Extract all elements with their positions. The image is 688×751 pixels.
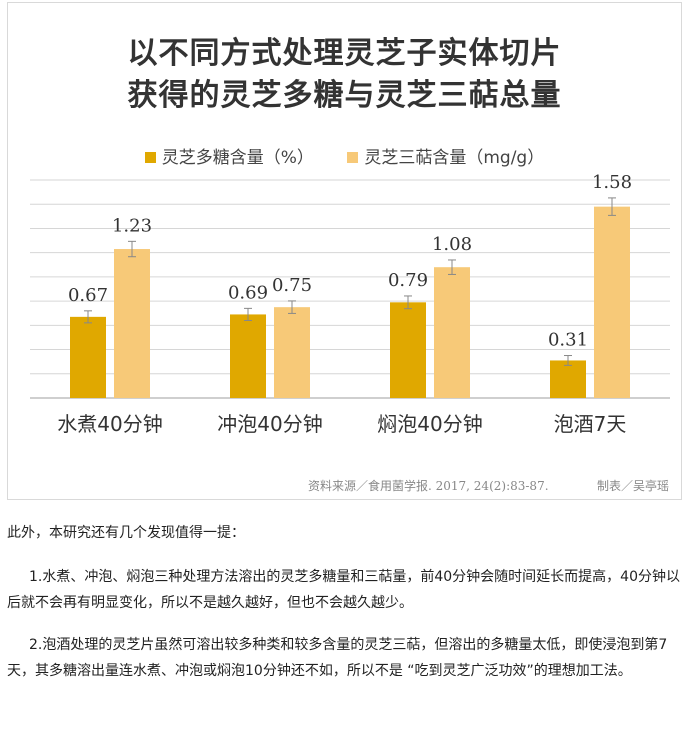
bar-polysaccharide [550,360,586,398]
bar-triterpene [114,249,150,398]
bar-triterpene [594,206,630,398]
chart-title-line-2: 获得的灵芝多糖与灵芝三萜总量 [127,78,562,113]
category-label: 焖泡40分钟 [377,412,482,436]
category-label: 水煮40分钟 [57,412,162,436]
bar-polysaccharide [390,302,426,398]
article-point-1: 1.水煮、冲泡、焖泡三种处理方法溶出的灵芝多糖量和三萜量，前40分钟会随时间延长… [7,569,680,611]
bar-polysaccharide [70,316,106,398]
data-label: 0.79 [388,270,428,291]
legend-item-triterpene: 灵芝三萜含量（mg/g） [347,143,544,168]
data-label: 1.23 [112,215,152,236]
data-label: 0.67 [68,285,108,306]
legend-item-polysaccharide: 灵芝多糖含量（%） [144,143,314,168]
chart-title-line-1: 以不同方式处理灵芝子实体切片 [127,36,562,71]
chart-maker: 制表／吴亭瑶 [596,479,669,493]
bar-polysaccharide [230,314,266,398]
chart-figure: 以不同方式处理灵芝子实体切片 获得的灵芝多糖与灵芝三萜总量 灵芝多糖含量（%） … [7,2,682,500]
article-body: 此外，本研究还有几个发现值得一提： 1.水煮、冲泡、焖泡三种处理方法溶出的灵芝多… [7,520,687,684]
chart-title: 以不同方式处理灵芝子实体切片 获得的灵芝多糖与灵芝三萜总量 [8,33,681,117]
legend-label-polysaccharide: 灵芝多糖含量（%） [161,148,314,168]
legend-swatch-polysaccharide [144,152,156,163]
category-label: 冲泡40分钟 [217,412,322,436]
data-label: 0.75 [272,275,312,296]
chart-legend: 灵芝多糖含量（%） 灵芝三萜含量（mg/g） [8,143,681,168]
data-label: 0.31 [548,330,588,351]
data-label: 1.08 [432,234,472,255]
legend-swatch-triterpene [347,152,359,163]
data-label: 1.58 [592,172,632,193]
article-intro: 此外，本研究还有几个发现值得一提： [7,525,245,541]
bar-triterpene [434,267,470,398]
data-label: 0.69 [228,282,268,303]
chart-source: 资料来源／食用菌学报. 2017, 24(2):83-87. [308,479,549,493]
article-point-2: 2.泡酒处理的灵芝片虽然可溶出较多种类和较多含量的灵芝三萜，但溶出的多糖量太低，… [7,637,668,679]
bar-triterpene [274,307,310,398]
legend-label-triterpene: 灵芝三萜含量（mg/g） [364,148,545,168]
chart-plot: 0.67 1.23 水煮40分钟 0.69 0.75 冲泡40分钟 0.791.08 焖泡40… [30,172,670,436]
category-label: 泡酒7天 [554,412,627,436]
